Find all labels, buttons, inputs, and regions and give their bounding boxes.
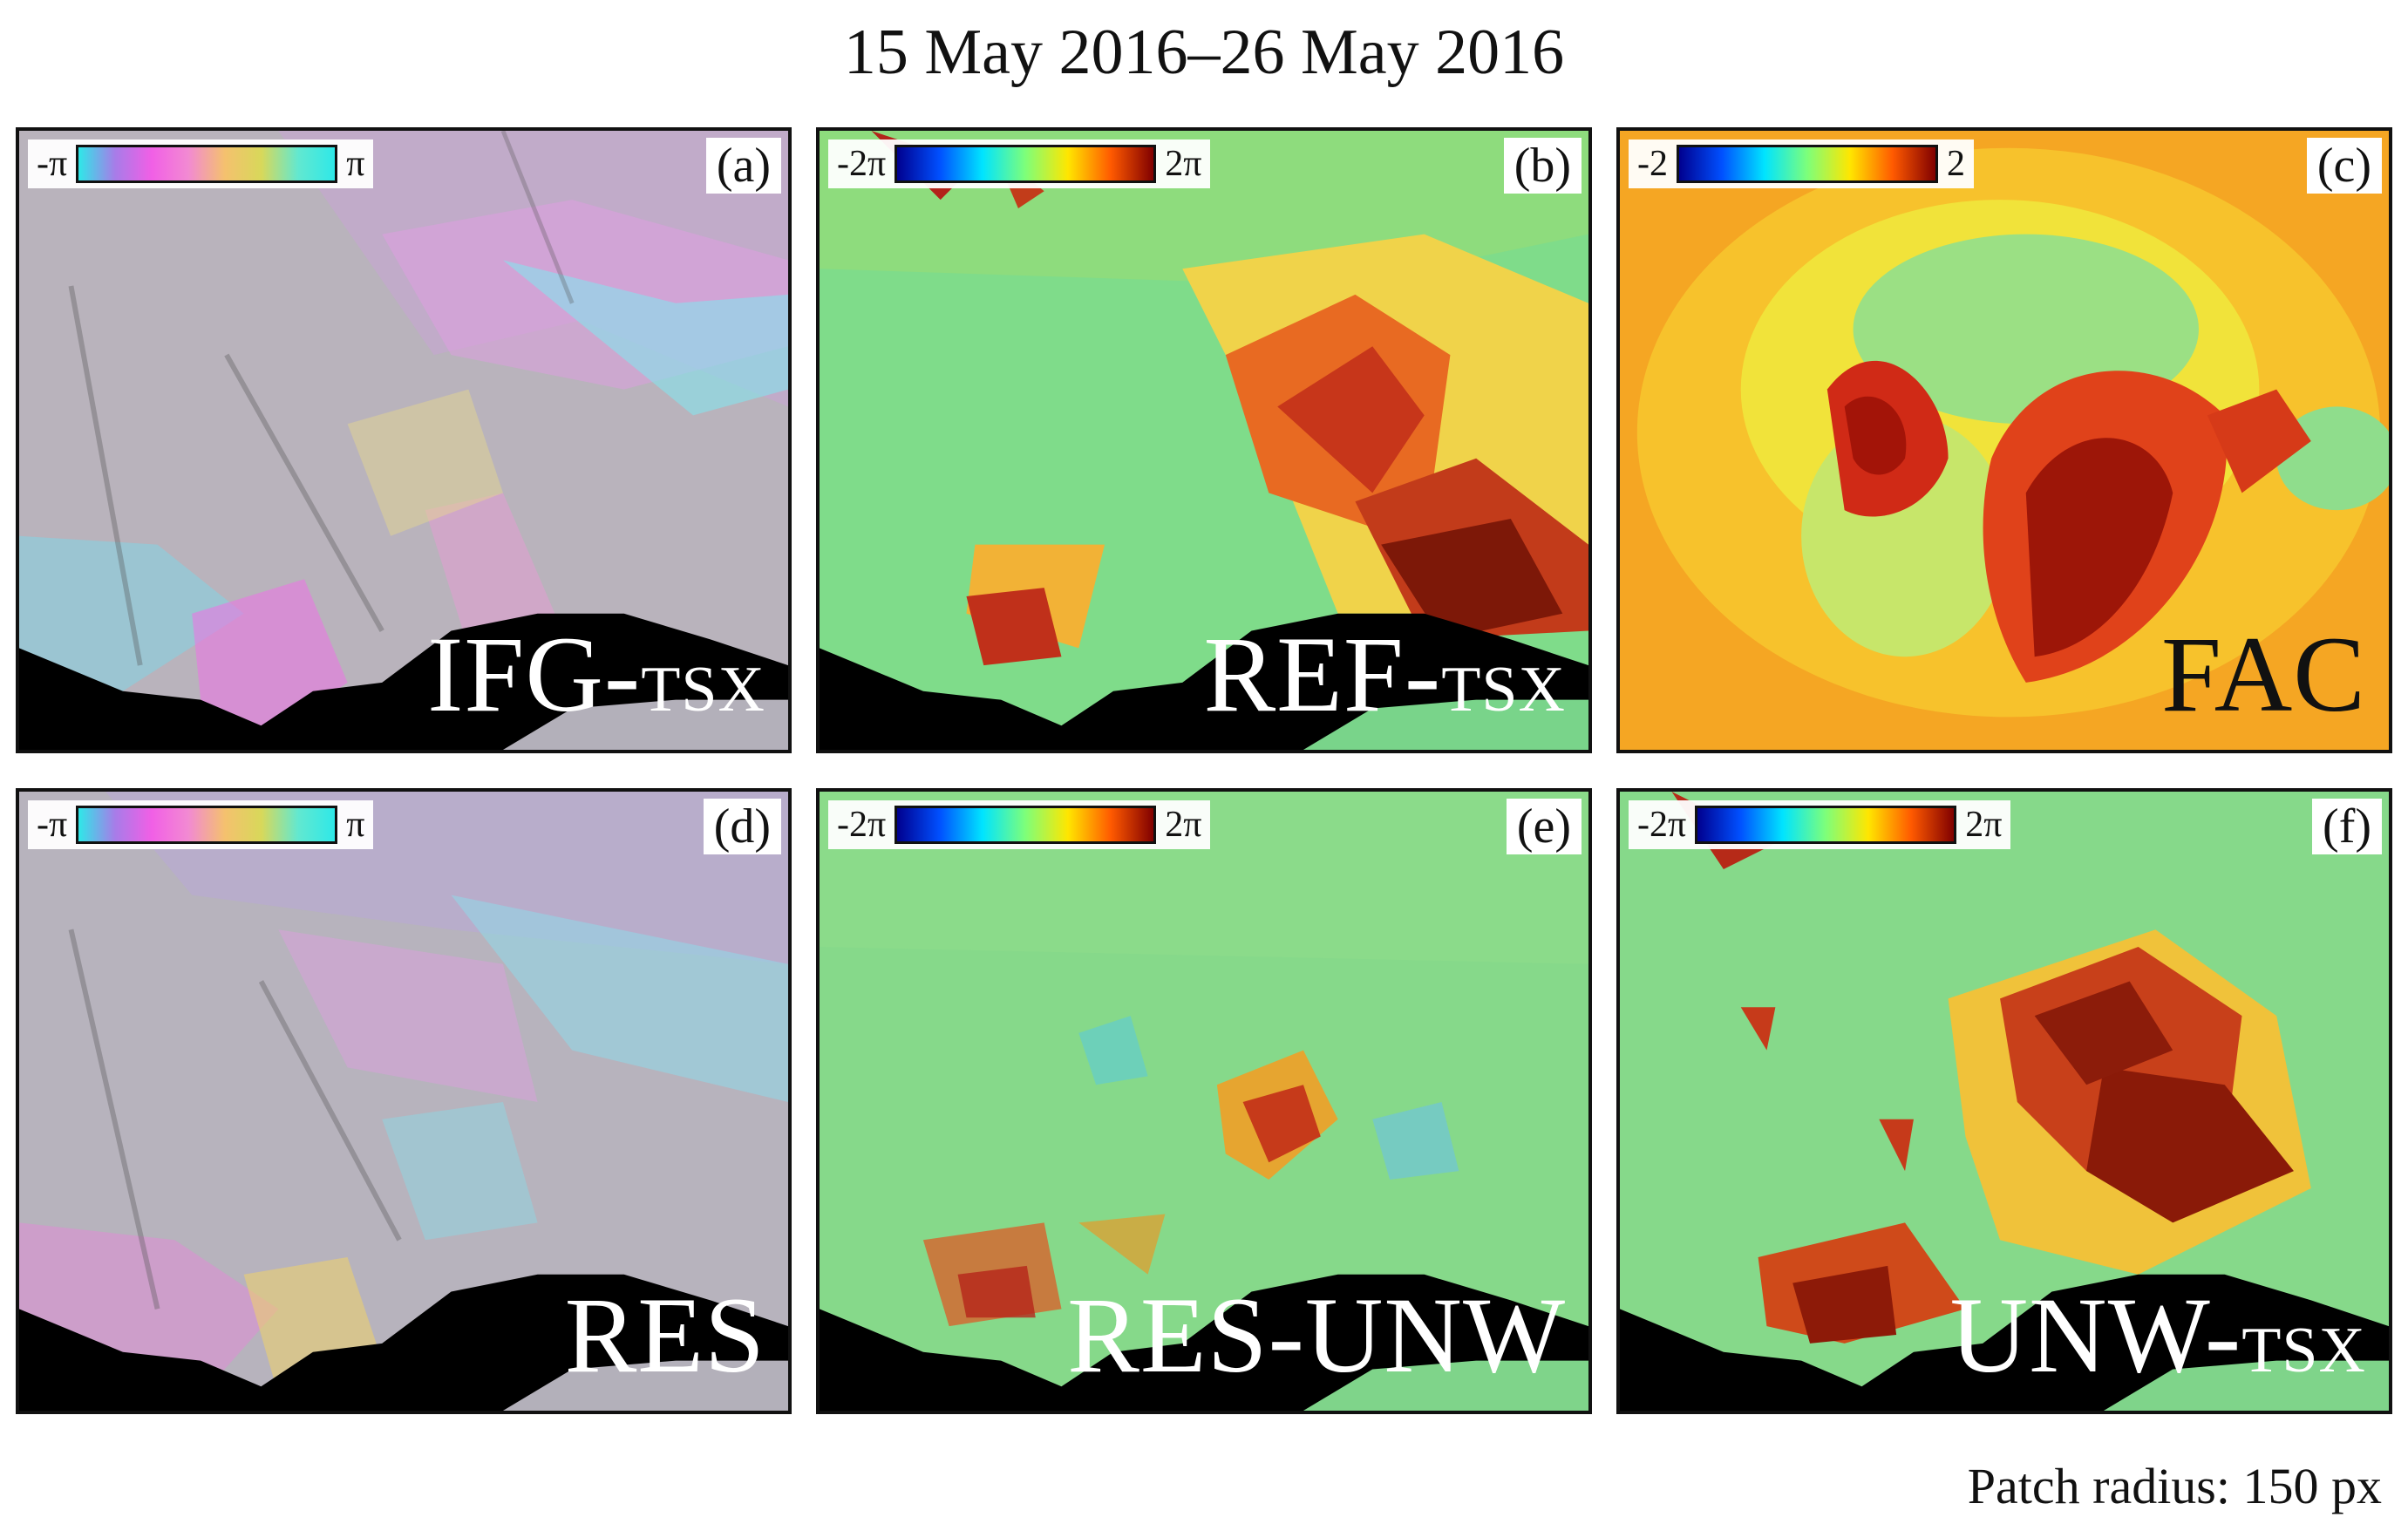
panel-name: RES xyxy=(564,1276,765,1395)
colorbar-gradient xyxy=(76,145,338,183)
colorbar-min: -π xyxy=(37,144,68,184)
panel-label: (b) xyxy=(1503,138,1582,194)
colorbar-min: -2π xyxy=(837,805,887,845)
colorbar-b: -2π 2π xyxy=(828,139,1211,188)
colorbar-min: -2π xyxy=(1637,805,1687,845)
residual-phase-image xyxy=(19,792,788,1411)
panel-f-unw: -2π 2π (f) UNW-TSX xyxy=(1616,788,2392,1414)
panel-label: (f) xyxy=(2312,799,2382,854)
unwrapped-phase-image xyxy=(1620,792,2389,1411)
fac-image xyxy=(1620,131,2389,750)
colorbar-max: 2π xyxy=(1165,805,1202,845)
wrapped-phase-image xyxy=(19,131,788,750)
panel-d-res: -π π (d) RES xyxy=(16,788,792,1414)
colorbar-max: π xyxy=(346,805,365,845)
colorbar-min: -π xyxy=(37,805,68,845)
patch-radius-note: Patch radius: 150 px xyxy=(1967,1458,2382,1514)
colorbar-a: -π π xyxy=(28,139,374,188)
panel-label: (c) xyxy=(2306,138,2382,194)
panel-label: (a) xyxy=(705,138,781,194)
colorbar-gradient xyxy=(894,145,1157,183)
colorbar-max: 2π xyxy=(1165,144,1202,184)
panel-e-res-unw: -2π 2π (e) RES-UNW xyxy=(816,788,1592,1414)
colorbar-min: -2 xyxy=(1637,144,1668,184)
panel-name: REF-TSX xyxy=(1203,615,1566,734)
colorbar-d: -π π xyxy=(28,800,374,849)
panel-name: RES-UNW xyxy=(1067,1276,1566,1395)
colorbar-max: 2π xyxy=(1965,805,2003,845)
colorbar-gradient xyxy=(894,806,1157,844)
colorbar-gradient xyxy=(1695,806,1957,844)
colorbar-e: -2π 2π xyxy=(828,800,1211,849)
colorbar-max: 2 xyxy=(1947,144,1965,184)
colorbar-min: -2π xyxy=(837,144,887,184)
colorbar-gradient xyxy=(76,806,338,844)
panel-label: (e) xyxy=(1506,799,1582,854)
figure-title: 15 May 2016–26 May 2016 xyxy=(843,17,1565,88)
ref-phase-image xyxy=(820,131,1588,750)
panel-c-fac: -2 2 (c) FAC xyxy=(1616,127,2392,753)
colorbar-c: -2 2 xyxy=(1629,139,1974,188)
colorbar-f: -2π 2π xyxy=(1629,800,2011,849)
colorbar-gradient xyxy=(1677,145,1938,183)
panel-a-ifg: -π π (a) IFG-TSX xyxy=(16,127,792,753)
panel-label: (d) xyxy=(703,799,781,854)
panel-name: FAC xyxy=(2160,615,2366,734)
colorbar-max: π xyxy=(346,144,365,184)
panel-name: IFG-TSX xyxy=(427,615,765,734)
panel-b-ref: -2π 2π (b) REF-TSX xyxy=(816,127,1592,753)
panel-name: UNW-TSX xyxy=(1949,1276,2366,1395)
